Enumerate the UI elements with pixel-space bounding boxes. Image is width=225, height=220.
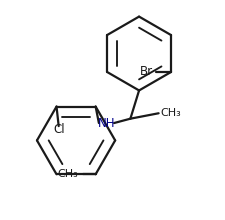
Text: NH: NH bbox=[97, 117, 115, 130]
Text: CH₃: CH₃ bbox=[57, 169, 78, 179]
Text: CH₃: CH₃ bbox=[160, 108, 181, 118]
Text: Br: Br bbox=[139, 66, 152, 79]
Text: Cl: Cl bbox=[53, 123, 64, 136]
